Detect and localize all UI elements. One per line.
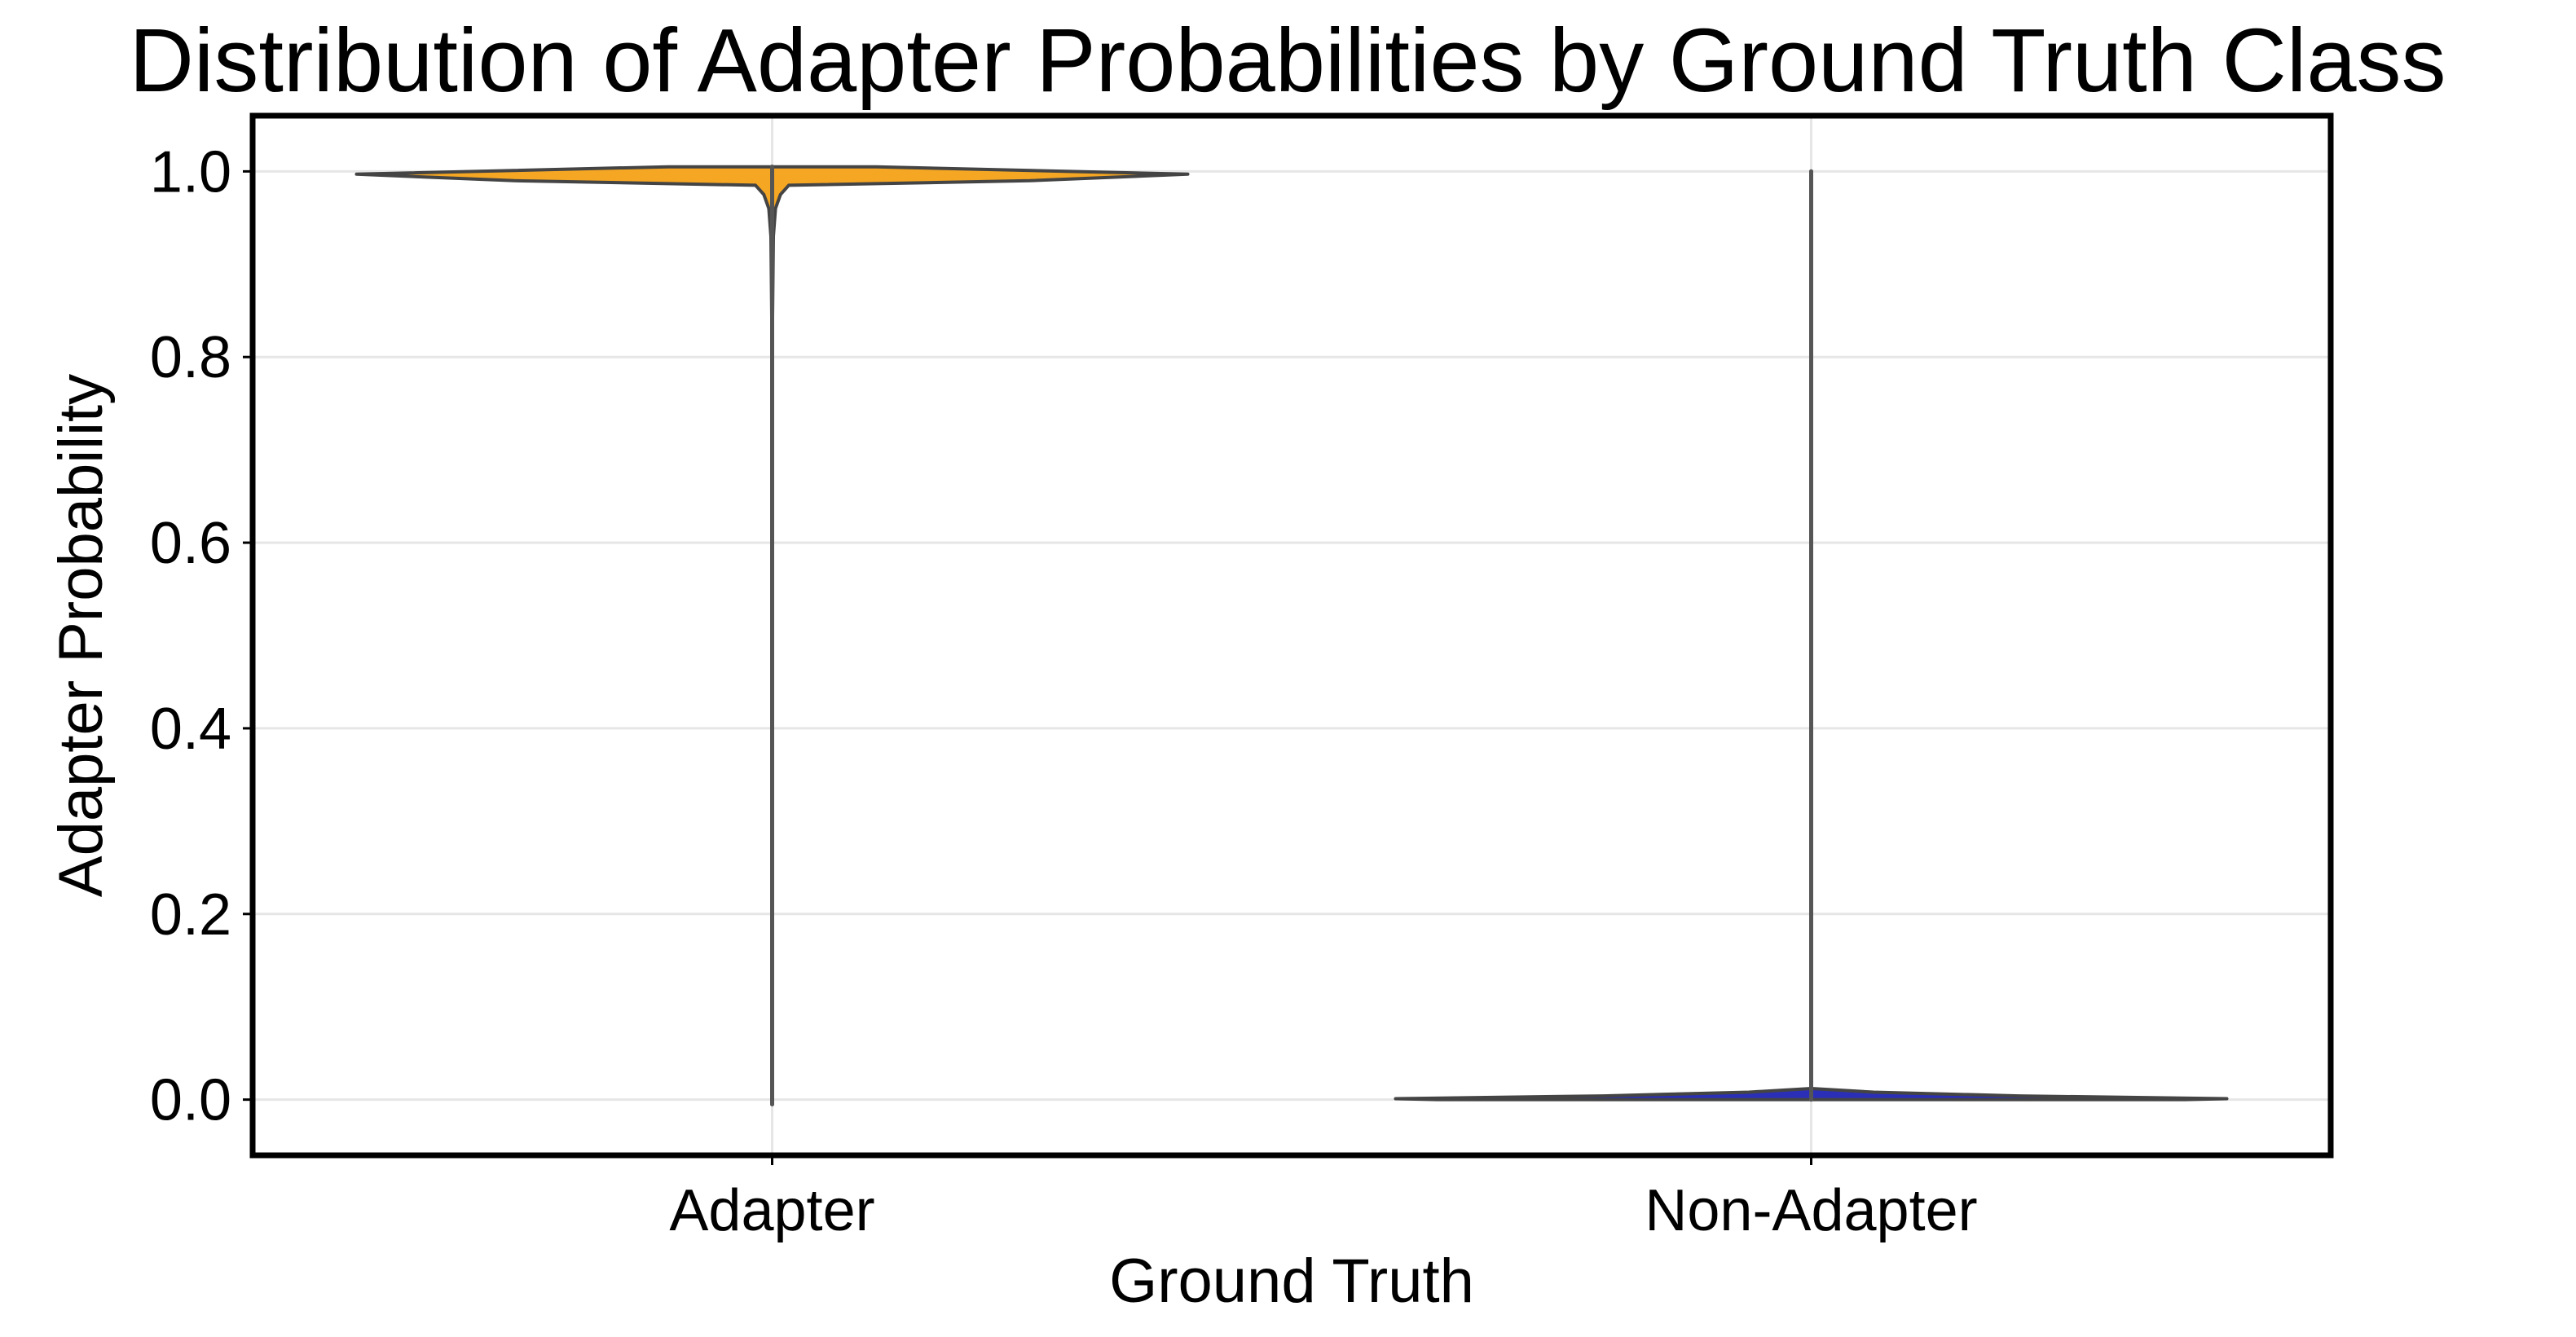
y-tick-label: 0.4	[150, 697, 231, 762]
x-axis-label: Ground Truth	[1109, 1247, 1474, 1316]
axis-ticks: 0.0 0.2 0.4 0.6 0.8 1.0 Adapter Non-Adapter	[150, 139, 1978, 1243]
chart-title: Distribution of Adapter Probabilities by…	[129, 11, 2446, 111]
violin-adapter	[354, 165, 1190, 1106]
plot-frame	[249, 112, 2334, 1159]
violins	[354, 165, 2229, 1106]
y-axis-label: Adapter Probability	[46, 374, 116, 897]
x-tick-label: Non-Adapter	[1645, 1178, 1977, 1243]
violin-non-adapter	[1394, 169, 2229, 1102]
x-tick-label: Adapter	[669, 1178, 874, 1243]
y-tick-label: 0.6	[150, 511, 231, 576]
y-tick-label: 0.2	[150, 882, 231, 948]
gridlines	[253, 116, 2331, 1155]
y-tick-label: 0.8	[150, 325, 231, 390]
y-tick-label: 0.0	[150, 1068, 231, 1133]
y-tick-label: 1.0	[150, 139, 231, 205]
